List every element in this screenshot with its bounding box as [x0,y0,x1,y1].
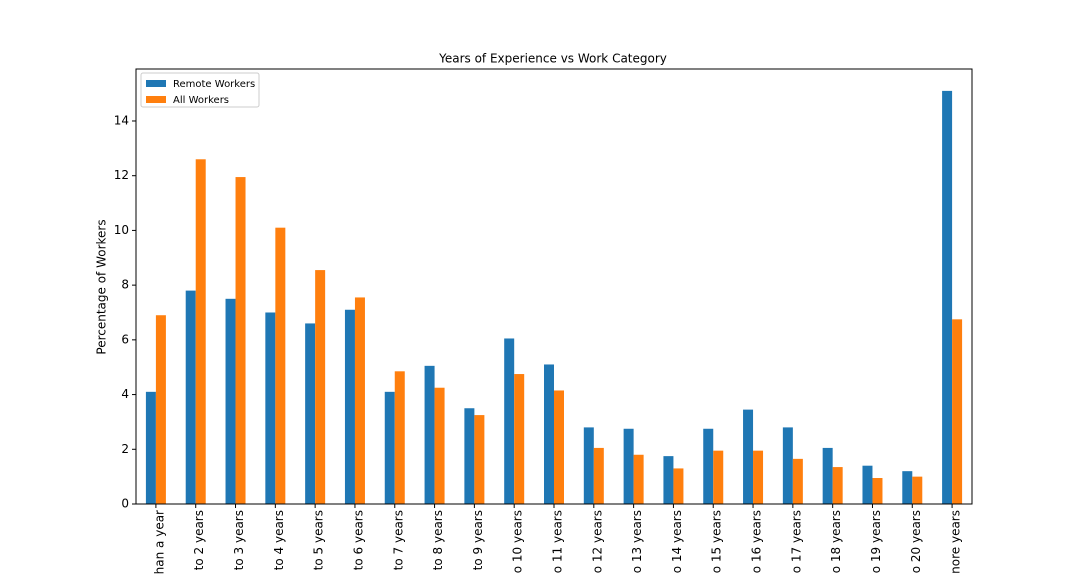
y-tick-label: 14 [114,113,129,127]
y-tick-label: 0 [121,497,129,511]
x-tick-label: to 5 years [312,510,326,570]
y-tick-label: 10 [114,223,129,237]
y-axis-label: Percentage of Workers [95,219,109,354]
x-tick-label: o 20 years [909,510,923,573]
x-tick-label: nore years [949,510,963,574]
bar [633,454,644,504]
bar [424,365,435,504]
bar [743,409,754,504]
x-tick-label: o 14 years [670,510,684,573]
bar [832,467,843,504]
x-tick-label: o 11 years [551,510,565,573]
x-tick-label: to 9 years [471,510,485,570]
x-tick-label: o 13 years [630,510,644,573]
bar [195,159,206,504]
x-tick-label: to 4 years [272,510,286,570]
bar [872,478,883,504]
legend-box [140,72,260,108]
bar [753,450,764,504]
x-tick-label: to 2 years [192,510,206,570]
bar [544,364,554,504]
x-tick-label: o 15 years [710,510,724,573]
bar [185,290,196,504]
legend-swatch [146,96,166,103]
bar [275,227,286,504]
bar [952,319,963,504]
y-tick-label: 12 [114,168,129,182]
bar [703,428,714,504]
bar [663,456,674,504]
bar [942,90,953,505]
bar [782,427,793,504]
bar [305,323,316,504]
x-tick-label: o 17 years [789,510,803,573]
bar [464,408,475,504]
bar [593,447,604,504]
bar [504,338,515,504]
plot-frame [135,68,973,505]
bar [792,458,803,504]
x-tick-label: to 7 years [391,510,405,570]
bar [474,415,485,504]
y-tick-label: 4 [121,387,129,401]
x-tick-label: o 16 years [750,510,764,573]
legend-label: Remote Workers [173,79,255,90]
bar [514,374,525,504]
bar [265,312,276,504]
x-tick-label: to 8 years [431,510,445,570]
x-tick-label: to 6 years [351,510,365,570]
bar [862,465,873,504]
x-tick-label: o 19 years [869,510,883,573]
y-tick-label: 6 [121,332,129,346]
bar [394,371,405,504]
legend-label: All Workers [173,95,229,106]
bar [344,309,355,504]
bar [434,387,445,504]
bar [583,427,594,504]
bar [912,476,923,504]
bar [354,297,365,504]
bar [384,391,395,504]
bar [822,447,833,504]
x-tick-label: o 12 years [590,510,604,573]
legend-swatch [146,80,166,87]
bar [145,391,156,504]
x-tick-label: o 18 years [829,510,843,573]
x-tick-label: o 10 years [511,510,525,573]
x-tick-label: to 3 years [232,510,246,570]
y-tick-label: 8 [121,278,129,292]
bar [673,468,684,504]
bar [235,177,246,504]
bar [155,315,166,504]
bar [623,428,634,504]
bar [902,471,913,504]
bar [315,270,326,504]
x-tick-label: han a year [152,510,166,574]
bar [225,298,236,504]
bar [554,390,564,504]
y-tick-label: 2 [121,442,129,456]
chart-title: Years of Experience vs Work Category [438,52,667,66]
bar [713,450,724,504]
